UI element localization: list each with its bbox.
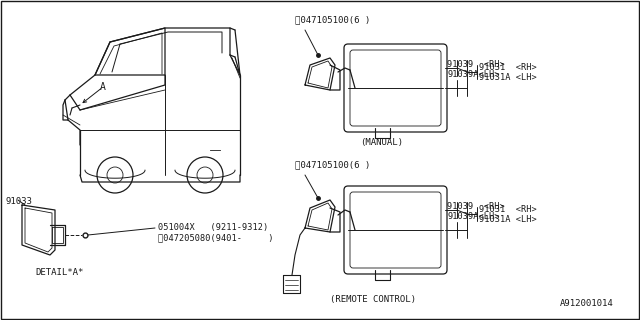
Text: 91039A<LH>: 91039A<LH> — [447, 212, 499, 221]
Text: 91031A <LH>: 91031A <LH> — [479, 215, 537, 224]
Text: (MANUAL): (MANUAL) — [360, 138, 403, 147]
Text: (REMOTE CONTROL): (REMOTE CONTROL) — [330, 295, 416, 304]
Text: 91031  <RH>: 91031 <RH> — [479, 63, 537, 72]
Text: Ⓢ047205080(9401-     ): Ⓢ047205080(9401- ) — [158, 233, 273, 242]
Text: 051004X   (9211-9312): 051004X (9211-9312) — [158, 223, 268, 232]
Text: Ⓢ047105100(6 ): Ⓢ047105100(6 ) — [295, 15, 371, 24]
Text: 91039  <RH>: 91039 <RH> — [447, 60, 505, 69]
Text: A: A — [100, 82, 106, 92]
Text: A912001014: A912001014 — [560, 299, 614, 308]
Text: 91039  <RH>: 91039 <RH> — [447, 202, 505, 211]
Text: 91031A <LH>: 91031A <LH> — [479, 73, 537, 82]
Text: 91033: 91033 — [5, 197, 32, 206]
Text: 91031  <RH>: 91031 <RH> — [479, 205, 537, 214]
Text: DETAIL*A*: DETAIL*A* — [35, 268, 83, 277]
Text: 91039A<LH>: 91039A<LH> — [447, 70, 499, 79]
Text: Ⓢ047105100(6 ): Ⓢ047105100(6 ) — [295, 160, 371, 169]
